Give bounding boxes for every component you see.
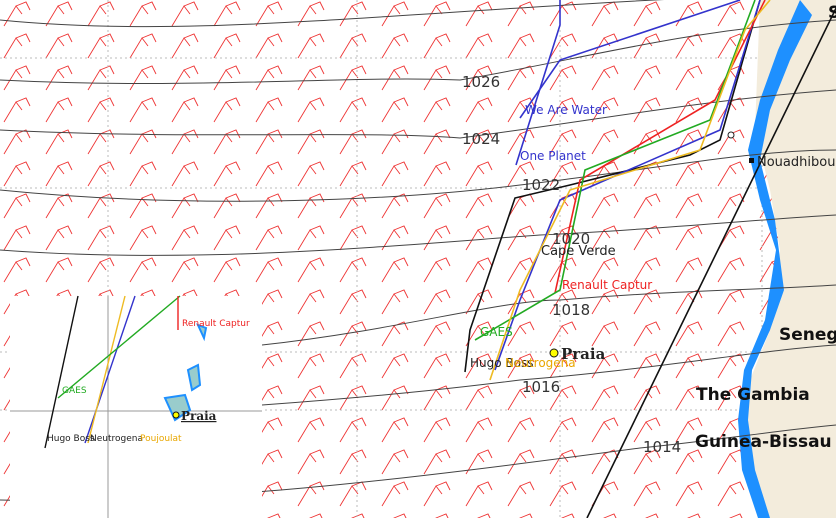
coast-water — [738, 0, 812, 518]
isobar-label: 1014 — [643, 438, 681, 456]
land — [745, 0, 836, 518]
isobar-label: 1024 — [462, 130, 500, 148]
place-label: Seneg — [779, 325, 836, 345]
place-label: Praia — [181, 409, 217, 423]
waypoint — [727, 131, 735, 139]
place-label: Praia — [561, 345, 606, 363]
boat-label: Renault Captur — [182, 319, 250, 329]
boat-label: GAES — [480, 325, 513, 339]
city-marker — [549, 348, 559, 358]
place-label: Guinea-Bissau — [695, 432, 832, 452]
boat-label: Hugo Boss — [470, 356, 533, 370]
place-label: S — [828, 3, 836, 23]
boat-label: Neutrogena — [505, 356, 576, 370]
city-marker — [172, 411, 180, 419]
isobars — [0, 0, 836, 502]
inset-background — [10, 296, 262, 518]
isobar-label: 1016 — [522, 378, 560, 396]
isobar-label: 1026 — [462, 73, 500, 91]
boat-label: One Planet — [520, 149, 586, 163]
isobar-label: 1022 — [522, 176, 560, 194]
isobar-label: 1018 — [552, 301, 590, 319]
isobar-label: 1020 — [552, 230, 590, 248]
boat-label: Renault Captur — [562, 278, 652, 292]
islands — [163, 323, 208, 422]
city-marker — [749, 158, 754, 163]
boat-label: Hugo Boss — [47, 434, 95, 444]
place-label: The Gambia — [696, 385, 810, 405]
boat-label: GAES — [62, 386, 87, 396]
inset: Renault Captur GAES Hugo Boss Neutrogena… — [10, 295, 262, 518]
tracks — [464, 0, 836, 519]
boat-label: We Are Water — [525, 103, 607, 117]
place-label: Cape Verde — [541, 244, 616, 259]
place-label: Nouadhibou — [757, 155, 835, 170]
boat-label: Neutrogena — [90, 434, 143, 444]
boat-label: Poujoulat — [140, 434, 182, 444]
isobar-labels: 1026 1024 1022 1020 1018 1016 1014 — [462, 73, 681, 456]
